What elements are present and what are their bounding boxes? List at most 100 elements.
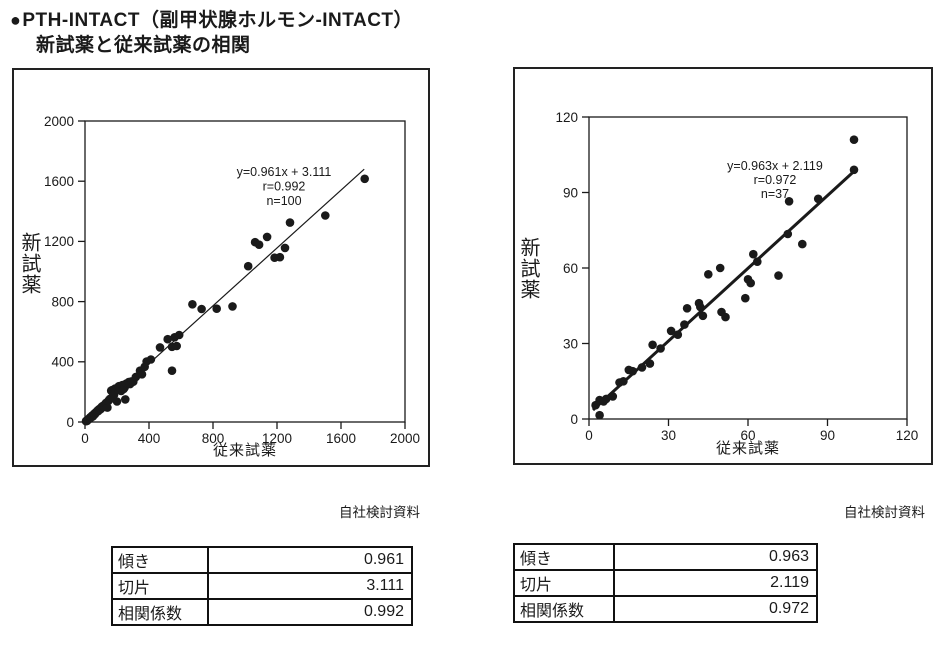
y-axis-title-right: 新試薬: [517, 237, 539, 300]
data-point: [155, 343, 165, 352]
regression-annotation: y=0.961x + 3.111: [237, 165, 332, 179]
data-point: [243, 261, 253, 271]
data-point: [774, 271, 783, 280]
table-row: 相関係数 0.972: [513, 595, 818, 623]
page-title: ●PTH-INTACT（副甲状腺ホルモン-INTACT）: [10, 5, 413, 32]
stat-label: 切片: [111, 572, 209, 600]
data-point: [601, 394, 611, 404]
data-point: [680, 320, 689, 329]
plot-area-border: [84, 120, 406, 423]
x-axis-title: 従来試薬: [213, 442, 277, 459]
table-row: 切片 3.111: [111, 572, 413, 600]
scatter-chart-right: 0 30 60 90 120 0 30 60 90 120 y=0.963x + 2.119r=0.…: [555, 110, 918, 457]
data-point: [628, 366, 637, 376]
data-point: [715, 263, 725, 273]
data-point: [746, 278, 755, 288]
data-point: [167, 366, 177, 376]
data-point: [813, 194, 823, 204]
data-point: [197, 304, 206, 314]
data-point: [798, 239, 807, 249]
data-point: [121, 395, 130, 404]
stat-label: 相関係数: [513, 595, 615, 623]
source-note-right: 自社検討資料: [844, 505, 925, 520]
stat-value: 0.992: [207, 598, 413, 626]
stat-label: 傾き: [111, 546, 209, 574]
regression-annotation: y=0.963x + 2.119: [727, 159, 823, 173]
y-tick-label: 0: [66, 415, 74, 430]
x-tick-label: 60: [740, 428, 755, 443]
y-axis-title-left: 新試薬: [18, 232, 40, 295]
data-point: [595, 410, 604, 420]
table-row: 相関係数 0.992: [111, 598, 413, 626]
data-point: [849, 135, 859, 144]
data-point: [137, 370, 147, 379]
x-tick-label: 30: [661, 428, 676, 443]
stat-value: 3.111: [207, 572, 413, 600]
data-point: [619, 377, 628, 386]
data-point: [656, 344, 665, 353]
x-tick-label: 400: [138, 431, 161, 446]
y-tick-label: 400: [51, 355, 74, 370]
y-tick-label: 1200: [44, 234, 74, 249]
x-tick-label: 1200: [262, 431, 292, 446]
data-point: [321, 211, 330, 220]
data-point: [698, 311, 708, 321]
data-point: [360, 174, 370, 184]
page-title-text: PTH-INTACT（副甲状腺ホルモン-INTACT）: [22, 10, 414, 31]
x-tick-label: 800: [202, 431, 225, 446]
data-point: [285, 218, 295, 227]
stat-label: 傾き: [513, 543, 615, 571]
data-point: [146, 355, 156, 364]
stat-value: 0.963: [613, 543, 818, 571]
data-point: [228, 302, 237, 311]
data-point: [608, 392, 618, 401]
regression-annotation: n=100: [266, 194, 301, 208]
table-row: 傾き 0.963: [513, 543, 818, 571]
data-point: [682, 304, 692, 313]
y-tick-label: 1600: [44, 174, 74, 189]
data-point: [112, 397, 122, 406]
y-tick-label: 30: [563, 336, 578, 351]
stats-table-left: 傾き 0.961 切片 3.111 相関係数 0.992: [111, 546, 413, 626]
data-point: [280, 243, 290, 253]
data-point: [783, 229, 793, 239]
x-tick-label: 1600: [326, 431, 356, 446]
source-note-left: 自社検討資料: [339, 505, 420, 520]
data-point: [696, 302, 705, 312]
stat-value: 0.972: [613, 595, 818, 623]
data-point: [212, 304, 221, 313]
data-point: [163, 334, 172, 344]
x-tick-label: 0: [81, 431, 89, 446]
table-row: 切片 2.119: [513, 569, 818, 597]
y-tick-label: 0: [570, 412, 578, 427]
data-point: [637, 363, 647, 372]
data-point: [103, 403, 112, 412]
data-point: [849, 165, 859, 175]
data-point: [784, 197, 794, 206]
data-point: [172, 341, 181, 351]
data-point: [721, 312, 730, 322]
data-point: [174, 330, 184, 340]
data-point: [741, 293, 750, 303]
data-point: [749, 249, 758, 259]
data-point: [254, 240, 264, 249]
stat-label: 相関係数: [111, 598, 209, 626]
scatter-chart-left: 0 400 800 1200 1600 2000 0 400 800 1200 1600 2000 y=…: [44, 114, 420, 459]
data-points: [81, 174, 370, 426]
regression-annotation: n=37: [761, 187, 789, 201]
data-point: [188, 300, 197, 309]
x-axis-title: 従来試薬: [716, 440, 780, 457]
x-tick-label: 90: [820, 428, 835, 443]
stat-value: 2.119: [613, 569, 818, 597]
page-subtitle: 新試薬と従来試薬の相関: [36, 35, 251, 56]
data-point: [645, 359, 655, 368]
data-point: [275, 252, 285, 262]
y-tick-label: 60: [563, 261, 578, 276]
regression-annotation: r=0.972: [754, 173, 797, 187]
regression-annotation: r=0.992: [263, 180, 306, 194]
chart-panel-right: 0 30 60 90 120 0 30 60 90 120 y=0.963x + 2.119 r=0.…: [513, 67, 933, 465]
data-point: [753, 257, 762, 266]
y-tick-label: 120: [555, 110, 578, 125]
data-points: [591, 135, 859, 420]
